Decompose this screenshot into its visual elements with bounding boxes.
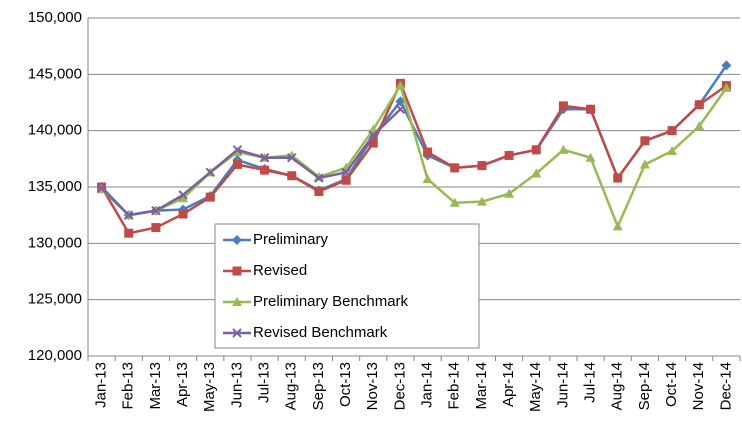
marker (694, 121, 705, 131)
marker (531, 145, 541, 155)
marker (558, 101, 568, 111)
x-tick-label: Jul-13 (256, 362, 273, 403)
legend-label: Preliminary Benchmark (253, 293, 409, 310)
marker (449, 197, 460, 207)
series-line (100, 108, 402, 217)
marker (586, 104, 596, 114)
marker (395, 104, 406, 114)
marker (232, 147, 243, 157)
marker (287, 152, 297, 163)
marker (585, 152, 596, 162)
marker (477, 161, 487, 171)
x-tick-label: Mar-13 (147, 362, 164, 410)
marker (205, 167, 215, 178)
x-tick-label: Nov-13 (364, 362, 381, 410)
marker (694, 100, 704, 110)
x-tick-label: Sep-13 (310, 362, 327, 410)
marker (721, 82, 732, 92)
x-tick-label: Feb-14 (446, 362, 463, 410)
legend-label: Preliminary (253, 231, 329, 248)
marker (423, 147, 433, 157)
x-tick-label: Dec-14 (717, 362, 734, 410)
y-tick-label: 120,000 (28, 347, 82, 364)
marker (124, 210, 134, 220)
marker (368, 138, 378, 148)
marker (640, 136, 650, 146)
marker (232, 328, 242, 338)
x-tick-label: Mar-14 (473, 362, 490, 410)
marker (531, 168, 542, 178)
x-tick-label: Dec-13 (391, 362, 408, 410)
x-tick-label: May-13 (201, 362, 218, 412)
marker (422, 174, 433, 184)
x-tick-label: Jan-14 (419, 362, 436, 408)
marker (341, 175, 351, 185)
marker (639, 159, 650, 169)
marker (341, 167, 351, 178)
marker (232, 235, 242, 245)
marker (96, 183, 107, 193)
legend-box (214, 223, 480, 349)
marker (232, 145, 243, 155)
marker (721, 60, 732, 71)
legend-label: Revised (253, 262, 307, 279)
x-tick-label: Jan-13 (93, 362, 110, 408)
y-tick-label: 130,000 (28, 234, 82, 251)
y-tick-label: 125,000 (28, 291, 82, 308)
y-tick-label: 150,000 (28, 9, 82, 26)
marker (259, 152, 270, 163)
x-tick-label: Nov-14 (690, 362, 707, 410)
marker (314, 173, 324, 183)
x-tick-label: Jun-14 (554, 362, 571, 408)
x-tick-label: Oct-13 (337, 362, 354, 407)
marker (395, 96, 406, 107)
x-tick-label: Sep-14 (636, 362, 653, 410)
x-tick-label: Oct-14 (663, 362, 680, 407)
marker (558, 144, 569, 154)
x-tick-label: Aug-14 (609, 362, 626, 410)
marker (314, 187, 324, 197)
marker (178, 190, 188, 200)
x-tick-label: Feb-13 (120, 362, 137, 410)
marker (151, 205, 161, 216)
marker (232, 159, 242, 169)
y-tick-label: 145,000 (28, 65, 82, 82)
x-tick-label: Jul-14 (582, 362, 599, 403)
x-tick-label: Apr-13 (174, 362, 191, 407)
marker (151, 223, 161, 233)
y-tick-label: 135,000 (28, 178, 82, 195)
marker (287, 171, 297, 181)
x-tick-label: Jun-13 (228, 362, 245, 408)
marker (232, 297, 242, 306)
series-line (100, 80, 728, 235)
marker (395, 80, 406, 90)
marker (260, 165, 270, 175)
marker (368, 130, 378, 140)
marker (178, 193, 189, 203)
marker (124, 228, 134, 238)
marker (504, 150, 514, 160)
marker (232, 266, 242, 276)
marker (476, 196, 487, 206)
x-tick-label: May-14 (527, 362, 544, 412)
marker (205, 192, 215, 202)
marker (613, 173, 623, 183)
x-tick-label: Aug-13 (283, 362, 300, 410)
legend-label: Revised Benchmark (253, 324, 388, 341)
y-tick-label: 140,000 (28, 122, 82, 139)
x-tick-label: Apr-14 (500, 362, 517, 407)
marker (504, 188, 515, 198)
marker (667, 126, 677, 136)
marker (178, 209, 188, 219)
marker (667, 145, 678, 155)
marker (612, 221, 623, 231)
marker (450, 163, 460, 173)
